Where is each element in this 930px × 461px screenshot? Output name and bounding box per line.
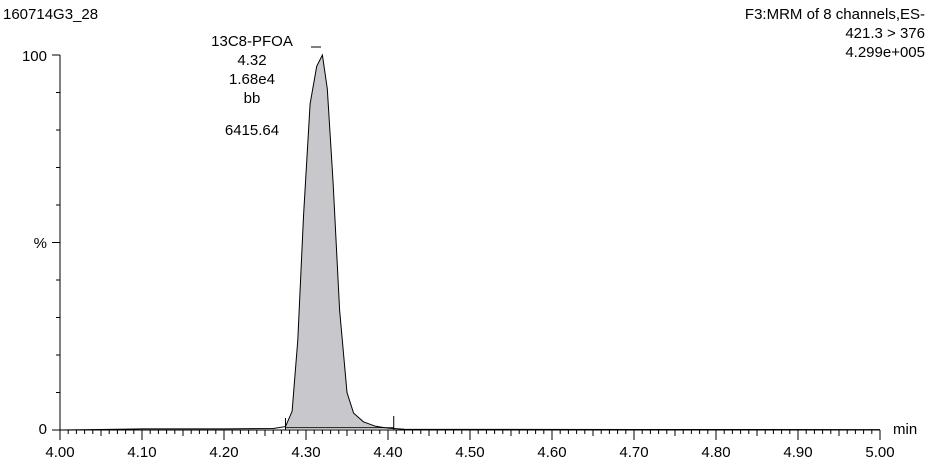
peak-area: 6415.64 [225,122,279,139]
axis-layer: 4.00 4.10 4.20 4.30 4.40 4.50 4.60 4.70 4.80 4.90… [45,54,895,461]
x-axis-unit: min [893,421,917,438]
x-tick-label: 4.00 [45,444,74,461]
chromatogram-trace [59,53,881,431]
function-line: F3:MRM of 8 channels,ES- [745,6,925,23]
trace-layer [59,53,881,431]
x-tick-label: 4.10 [127,444,156,461]
x-tick-label: 4.80 [701,444,730,461]
peak-retention-time: 4.32 [237,52,266,69]
transition: 421.3 > 376 [845,25,925,42]
x-tick-label: 4.50 [455,444,484,461]
x-tick-label: 5.00 [865,444,894,461]
peak-height: 1.68e4 [229,71,275,88]
x-tick-label: 4.20 [209,444,238,461]
x-tick-label: 4.70 [619,444,648,461]
x-tick-label: 4.90 [783,444,812,461]
y-mid-label: % [34,235,47,252]
peak-name: 13C8-PFOA [211,33,293,50]
sample-id: 160714G3_28 [3,6,98,23]
x-tick-label: 4.40 [373,444,402,461]
y-tick-label-100: 100 [22,48,47,65]
peak-integration-type: bb [244,90,261,107]
peak-label: 13C8-PFOA 4.32 1.68e4 bb 6415.64 [211,33,321,139]
x-tick-label: 4.30 [291,444,320,461]
peak-area-fill [285,55,394,429]
max-intensity: 4.299e+005 [845,44,925,61]
x-tick-label: 4.60 [537,444,566,461]
y-tick-label-0: 0 [39,421,47,438]
